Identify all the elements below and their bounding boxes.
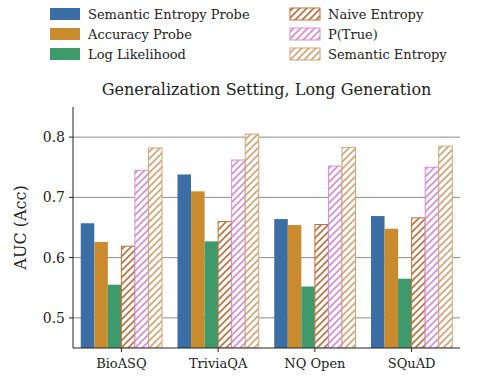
bar [412,218,426,348]
y-tick-label: 0.5 [43,310,65,326]
bar [301,287,315,348]
bar [439,146,453,348]
y-axis [73,107,74,348]
x-tick-label: NQ Open [284,356,346,371]
x-tick-label: SQuAD [388,356,436,371]
legend-label: Semantic Entropy [328,47,447,62]
bar [385,229,399,348]
bar [342,147,356,348]
x-tick-label: BioASQ [96,356,147,371]
bar [288,225,302,348]
y-tick [69,197,73,198]
bar [81,223,95,348]
bars [81,134,453,348]
y-tick [69,137,73,138]
x-axis [73,348,460,349]
legend-label: Naive Entropy [328,7,424,22]
legend-label: Accuracy Probe [87,27,192,42]
bar [218,221,232,348]
bar [328,166,342,348]
legend-swatch [290,8,320,20]
bar [108,285,122,348]
y-tick-label: 0.7 [43,189,65,205]
y-tick [69,317,73,318]
bar [398,279,412,348]
y-tick-label: 0.6 [43,250,65,266]
x-tick [314,348,315,352]
grid-line [73,197,460,198]
y-axis-label: AUC (Acc) [11,185,30,270]
x-tick [411,348,412,352]
legend-swatch [290,48,320,60]
grid-line [73,137,460,138]
bar [315,224,329,348]
chart: 0.5 0.6 0.7 0.8 BioASQ TriviaQA NQ Open SQuAD AU… [0,0,486,388]
bar [371,216,385,348]
bar [232,160,246,348]
bar [191,191,205,348]
bar [135,170,149,348]
legend: Semantic Entropy Probe Accuracy Probe Log … [50,7,447,62]
bar [148,148,162,348]
y-tick [69,257,73,258]
legend-swatch [50,48,80,60]
legend-label: P(True) [328,27,378,42]
legend-swatch [290,28,320,40]
legend-label: Log Likelihood [88,47,186,62]
x-tick-label: TriviaQA [189,356,248,371]
bar [121,246,135,348]
bar [177,174,191,348]
bar [205,241,219,348]
bar [425,167,439,348]
x-tick [218,348,219,352]
y-tick-label: 0.8 [43,129,65,145]
legend-swatch [50,8,80,20]
bar [274,219,288,348]
bar [245,134,259,348]
legend-swatch [50,28,80,40]
x-tick [121,348,122,352]
bar [94,242,108,348]
legend-label: Semantic Entropy Probe [88,7,250,22]
title: Generalization Setting, Long Generation [102,80,432,99]
